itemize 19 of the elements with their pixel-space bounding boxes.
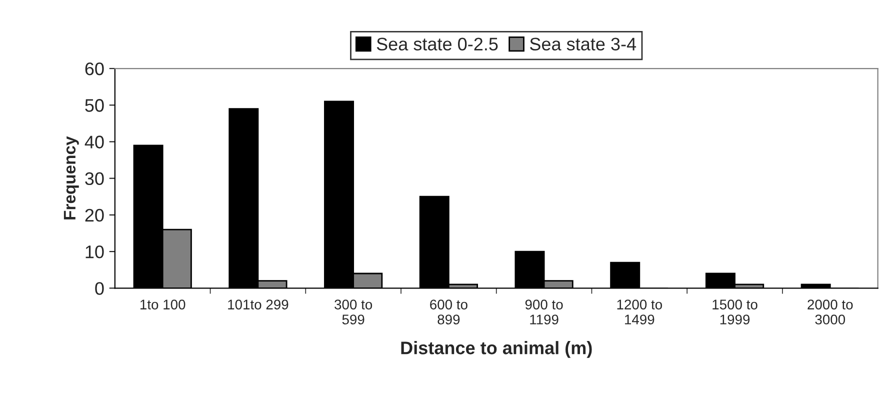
x-tick-label: 2000 to 3000 (808, 300, 853, 324)
legend-label: Sea state 3-4 (530, 38, 636, 50)
y-tick-label: 30 (85, 172, 104, 186)
legend-label: Sea state 0-2.5 (376, 38, 498, 50)
y-tick-label: 20 (85, 208, 104, 222)
x-tick-label: 1200 to 1499 (617, 300, 662, 324)
x-tick-label: 600 to 899 (430, 300, 468, 324)
x-tick-label: 900 to 1199 (525, 300, 563, 324)
x-tick-label: 1to 100 (140, 300, 186, 310)
x-tick-label: 1500 to 1999 (712, 300, 758, 324)
y-tick-label: 40 (84, 136, 104, 148)
x-axis-title: Distance to animal (m) (401, 341, 592, 358)
y-axis-title: Frequency (64, 136, 79, 220)
y-tick-label: 60 (85, 62, 104, 76)
y-tick-label: 10 (86, 245, 104, 258)
x-tick-label: 300 to 599 (334, 300, 372, 324)
y-tick-label: 50 (85, 99, 104, 112)
y-tick-label: 0 (95, 282, 104, 295)
x-tick-label: 101to 299 (228, 300, 288, 310)
